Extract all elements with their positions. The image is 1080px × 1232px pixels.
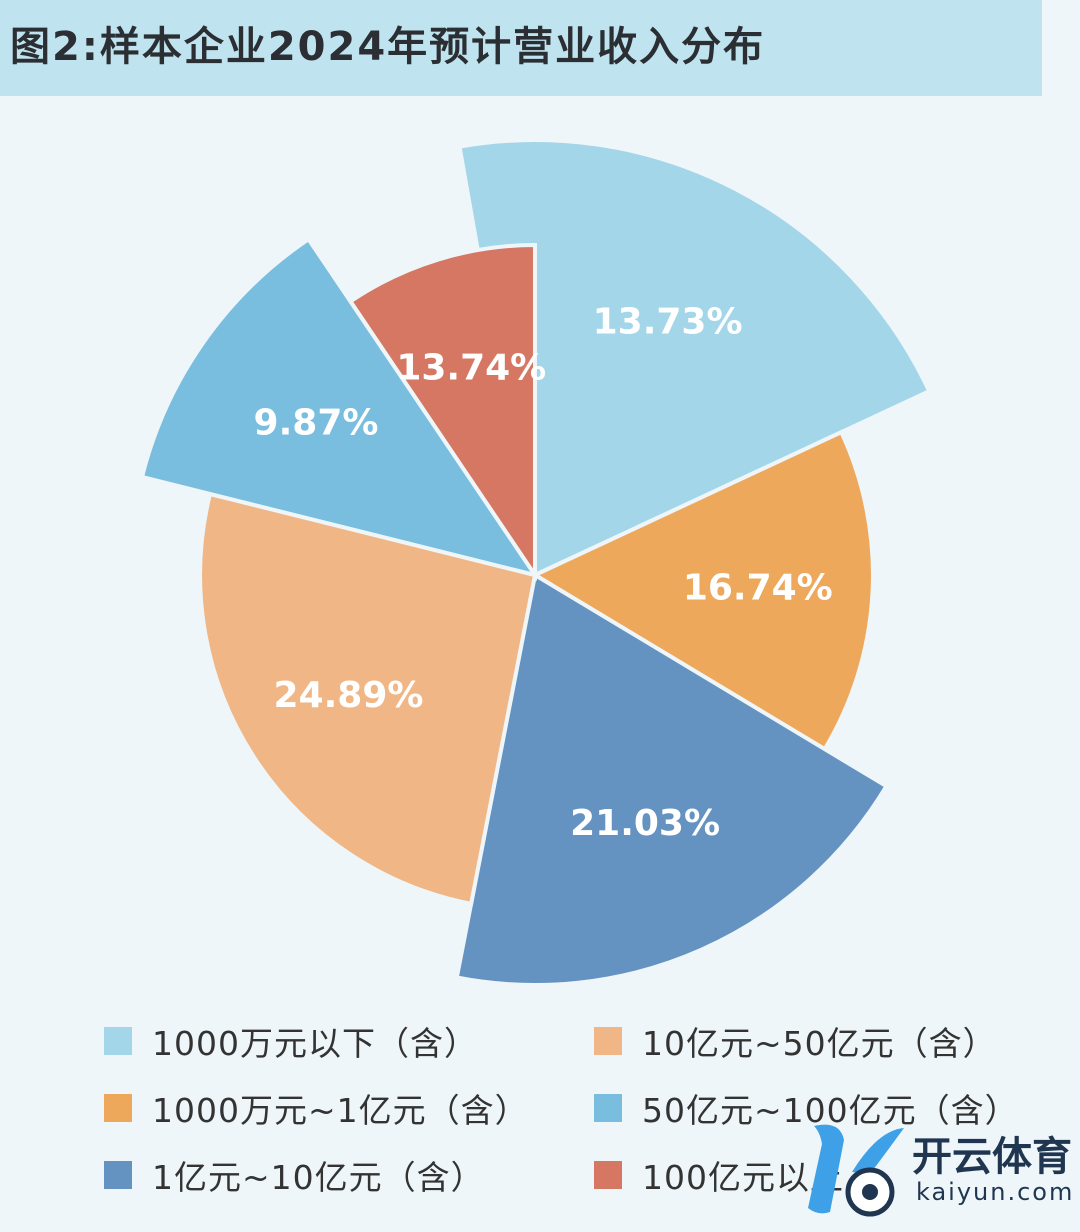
legend-label-6: 100亿元以上	[642, 1158, 844, 1197]
legend-label-5: 1亿元~10亿元（含）	[152, 1158, 485, 1197]
legend-swatch-4	[594, 1094, 622, 1122]
pie-slice-3	[454, 571, 890, 987]
legend-item-4: 50亿元~100亿元（含）	[594, 1084, 1019, 1132]
legend-item-6: 100亿元以上	[594, 1151, 844, 1199]
legend-label-4: 50亿元~100亿元（含）	[642, 1091, 1019, 1130]
legend-swatch-5	[104, 1161, 132, 1189]
legend-swatch-1	[104, 1027, 132, 1055]
chart-title: 图2:样本企业2024年预计营业收入分布	[10, 24, 766, 70]
title-bar: 图2:样本企业2024年预计营业收入分布	[0, 0, 1042, 96]
data-label-2: 16.74%	[683, 568, 833, 609]
legend-label-3: 1000万元~1亿元（含）	[152, 1091, 529, 1130]
legend-item-3: 1000万元~1亿元（含）	[104, 1084, 529, 1132]
pie-slice-6	[347, 242, 537, 582]
pie-chart: 13.73% 16.74% 21.03% 24.89% 9.87% 13.74%	[139, 138, 932, 987]
legend-label-2: 10亿元~50亿元（含）	[642, 1024, 997, 1063]
watermark-text-en: kaiyun.com	[916, 1178, 1075, 1206]
legend-item-5: 1亿元~10亿元（含）	[104, 1151, 485, 1199]
data-label-5: 9.87%	[254, 403, 379, 444]
data-label-4: 24.89%	[274, 675, 424, 716]
watermark-logo-icon	[808, 1124, 904, 1217]
data-label-6: 13.74%	[396, 348, 546, 389]
legend-swatch-6	[594, 1161, 622, 1189]
data-label-1: 13.73%	[593, 301, 743, 342]
legend-swatch-2	[594, 1027, 622, 1055]
watermark: 开云体育 kaiyun.com	[800, 1120, 1072, 1220]
watermark-text-cn: 开云体育	[912, 1134, 1072, 1180]
pie-slice-5	[139, 236, 540, 579]
pie-slice-2	[530, 429, 875, 752]
data-label-3: 21.03%	[570, 803, 720, 844]
legend-swatch-3	[104, 1094, 132, 1122]
pie-slice-1	[457, 138, 932, 578]
legend-item-2: 10亿元~50亿元（含）	[594, 1017, 997, 1065]
legend-item-1: 1000万元以下（含）	[104, 1017, 478, 1065]
pie-slice-4	[198, 491, 538, 907]
legend-label-1: 1000万元以下（含）	[152, 1024, 478, 1063]
